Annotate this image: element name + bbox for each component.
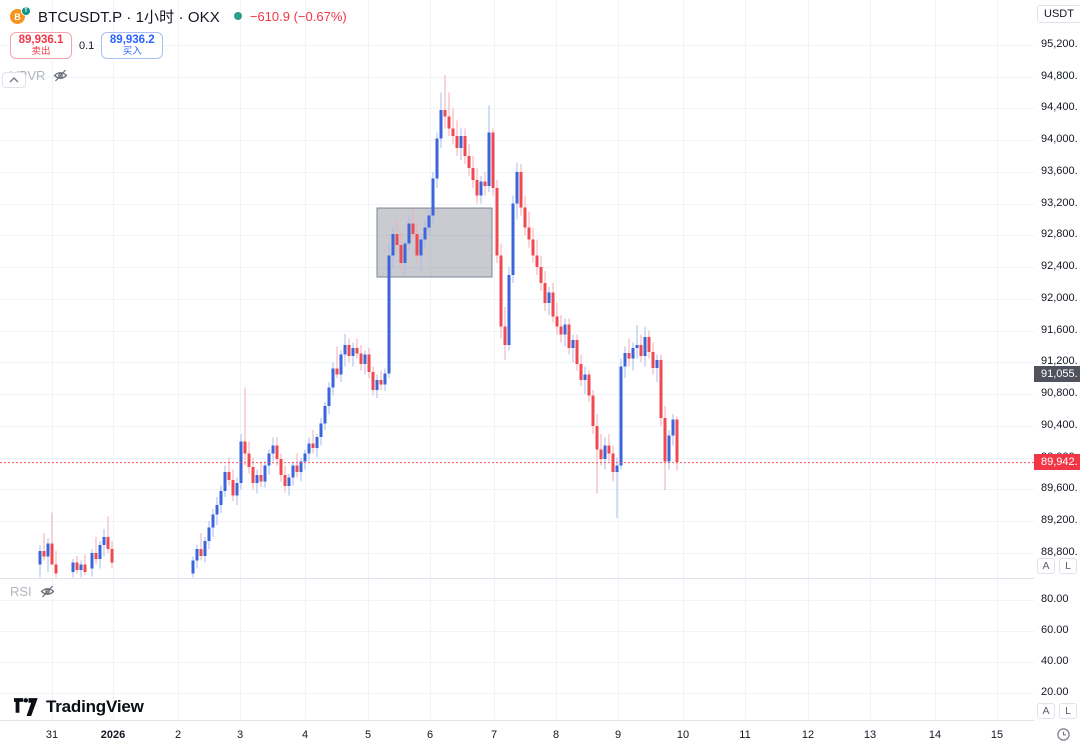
price-axis-label: 94,000. <box>1041 133 1078 145</box>
time-axis-label: 6 <box>426 729 434 741</box>
timezone-clock-button[interactable] <box>1056 727 1071 742</box>
price-chart-canvas[interactable] <box>0 0 1034 752</box>
price-axis-label: 91,600. <box>1041 324 1078 336</box>
price-scale[interactable]: USDT A L A L 95,200. 94,800. 94,400. 94,000… <box>1034 0 1080 752</box>
rsi-axis-label: 60.00 <box>1041 624 1069 636</box>
buy-label: 买入 <box>122 45 142 57</box>
time-axis-label: 13 <box>863 729 877 741</box>
price-axis-label: 90,800. <box>1041 387 1078 399</box>
tradingview-logo[interactable]: TradingView <box>14 697 144 717</box>
price-badge: 91,055. <box>1034 366 1080 382</box>
time-axis-label: 12 <box>801 729 815 741</box>
price-axis-label: 92,000. <box>1041 292 1078 304</box>
time-axis-label: 10 <box>676 729 690 741</box>
chart-legend: B T BTCUSDT.P · 1小时 · OKX −610.9 (−0.67%… <box>10 6 347 83</box>
rsi-log-scale-button[interactable]: L <box>1059 703 1077 719</box>
grid-lines <box>0 0 1034 719</box>
symbol-title[interactable]: BTCUSDT.P · 1小时 · OKX <box>38 8 220 26</box>
clock-icon <box>1057 728 1070 741</box>
price-axis-label: 92,400. <box>1041 260 1078 272</box>
log-scale-button[interactable]: L <box>1059 558 1077 574</box>
price-axis-label: 93,600. <box>1041 165 1078 177</box>
time-axis-label: 31 <box>45 729 59 741</box>
vpvr-visibility-toggle[interactable] <box>53 69 68 82</box>
time-axis-label: 2 <box>174 729 182 741</box>
auto-scale-button[interactable]: A <box>1037 558 1055 574</box>
spread-value: 0.1 <box>79 39 95 52</box>
eye-off-icon <box>40 585 55 597</box>
time-axis-label: 7 <box>490 729 498 741</box>
price-axis-label: 94,800. <box>1041 70 1078 82</box>
price-axis-label: 93,200. <box>1041 197 1078 209</box>
sell-price: 89,936.1 <box>18 34 64 47</box>
time-axis-label: 14 <box>928 729 942 741</box>
rsi-auto-scale-button[interactable]: A <box>1037 703 1055 719</box>
candlestick-series <box>38 75 679 578</box>
time-axis-label: 5 <box>364 729 372 741</box>
tradingview-logo-text: TradingView <box>46 697 144 716</box>
time-scale[interactable]: 31 2026 2 3 4 5 6 7 8 9 10 11 12 13 14 15 <box>0 721 1080 752</box>
usdt-coin-icon: T <box>21 6 31 16</box>
chevron-up-icon <box>9 77 19 83</box>
time-axis-label: 3 <box>236 729 244 741</box>
time-axis-label: 15 <box>990 729 1004 741</box>
buy-price: 89,936.2 <box>109 34 155 47</box>
time-axis-label: 11 <box>739 729 751 741</box>
price-axis-label: 91,200. <box>1041 355 1078 367</box>
trade-widget: 89,936.1 卖出 0.1 89,936.2 买入 <box>10 32 347 59</box>
last-price-badge: 89,942. <box>1034 454 1080 470</box>
symbol-pair-icon: B T <box>10 6 32 26</box>
rsi-visibility-toggle[interactable] <box>40 585 55 598</box>
price-axis-label: 92,800. <box>1041 228 1078 240</box>
price-change-value: −610.9 (−0.67%) <box>249 8 347 24</box>
collapse-legend-button[interactable] <box>2 72 26 88</box>
market-status-dot[interactable] <box>233 12 242 20</box>
rsi-indicator-label[interactable]: RSI <box>10 583 32 599</box>
time-axis-label: 8 <box>552 729 560 741</box>
price-axis-label: 89,600. <box>1041 482 1078 494</box>
price-axis-label: 89,200. <box>1041 514 1078 526</box>
rsi-axis-label: 40.00 <box>1041 655 1069 667</box>
tradingview-logo-icon <box>14 697 38 716</box>
sell-button[interactable]: 89,936.1 卖出 <box>10 32 72 59</box>
buy-button[interactable]: 89,936.2 买入 <box>101 32 164 59</box>
price-axis-label: 94,400. <box>1041 101 1078 113</box>
time-axis-label: 9 <box>614 729 622 741</box>
time-axis-label: 4 <box>301 729 309 741</box>
rsi-axis-label: 80.00 <box>1041 593 1069 605</box>
price-axis-label: 95,200. <box>1041 38 1078 50</box>
pane-separator[interactable] <box>0 578 1080 579</box>
price-axis-label: 88,800. <box>1041 546 1078 558</box>
rsi-pane-legend: RSI <box>10 583 55 599</box>
time-axis-label: 2026 <box>100 729 126 741</box>
currency-label[interactable]: USDT <box>1037 5 1080 23</box>
price-axis-label: 90,400. <box>1041 419 1078 431</box>
rsi-axis-label: 20.00 <box>1041 686 1069 698</box>
time-axis-border <box>0 720 1080 721</box>
sell-label: 卖出 <box>31 45 51 57</box>
eye-off-icon <box>54 69 68 81</box>
